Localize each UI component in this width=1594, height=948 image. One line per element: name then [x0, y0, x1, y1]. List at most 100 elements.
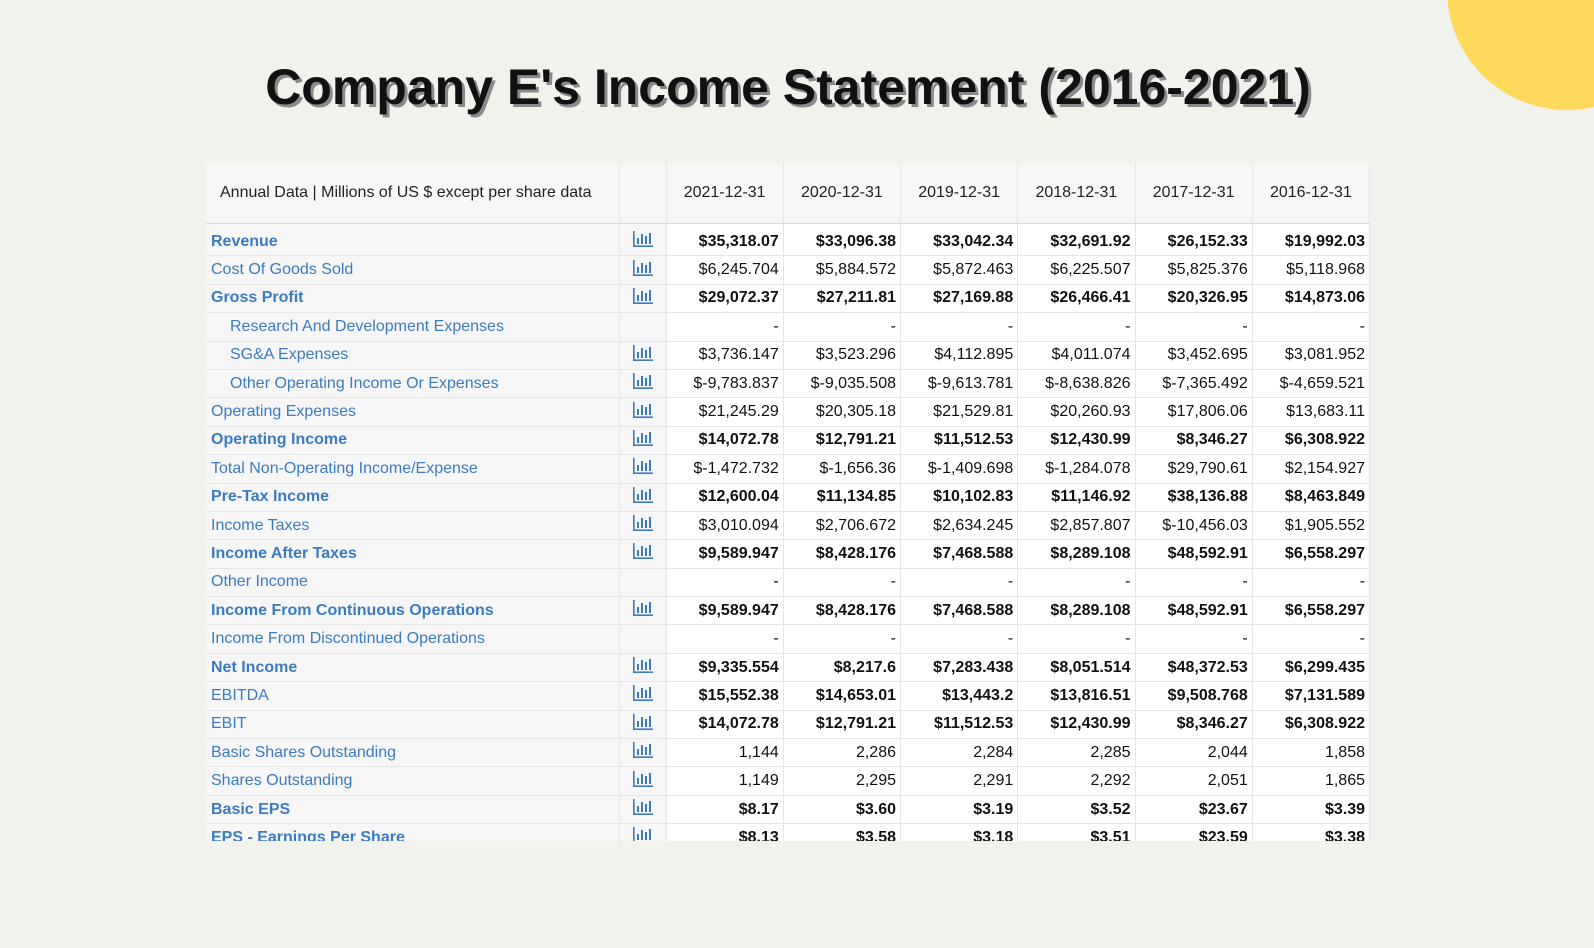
value-cell: $13,443.2	[900, 681, 1019, 711]
value-cell: 2,284	[900, 738, 1019, 768]
value-cell: $27,169.88	[900, 284, 1019, 314]
value-cell: $20,326.95	[1135, 284, 1253, 314]
icon-cell	[619, 426, 667, 456]
table-row: EBIT $14,072.78 $12,791.21 $11,512.53 $12,43…	[206, 710, 1370, 740]
row-label[interactable]: Basic EPS	[206, 795, 620, 825]
value-cell: $-1,409.698	[900, 454, 1019, 484]
row-label[interactable]: Income From Discontinued Operations	[206, 624, 620, 654]
chart-icon[interactable]	[632, 372, 654, 390]
chart-icon[interactable]	[632, 514, 654, 532]
value-cell: $29,790.61	[1135, 454, 1253, 484]
table-row: Other Income - - - - - -	[206, 568, 1370, 598]
value-cell: -	[666, 312, 784, 342]
row-label[interactable]: Income After Taxes	[206, 539, 620, 569]
row-label[interactable]: Cost Of Goods Sold	[206, 255, 620, 285]
value-cell: $-9,783.837	[666, 369, 784, 399]
chart-icon[interactable]	[632, 741, 654, 759]
column-header: 2018-12-31	[1017, 163, 1136, 224]
chart-icon[interactable]	[632, 287, 654, 305]
chart-icon[interactable]	[632, 457, 654, 475]
value-cell: $26,152.33	[1135, 223, 1253, 257]
value-cell: 2,295	[783, 766, 902, 796]
value-cell: $-7,365.492	[1135, 369, 1253, 399]
column-header: 2016-12-31	[1252, 163, 1370, 224]
value-cell: $17,806.06	[1135, 397, 1253, 427]
value-cell: $3,523.296	[783, 341, 902, 370]
value-cell: $14,653.01	[783, 681, 902, 711]
value-cell: 2,044	[1135, 738, 1253, 768]
icon-cell	[619, 284, 667, 314]
chart-icon[interactable]	[632, 798, 654, 816]
chart-icon[interactable]	[632, 542, 654, 560]
row-label[interactable]: Basic Shares Outstanding	[206, 738, 620, 768]
value-cell: $20,260.93	[1017, 397, 1136, 427]
value-cell: $3.38	[1252, 823, 1370, 841]
row-label[interactable]: Other Income	[206, 568, 620, 598]
chart-icon[interactable]	[632, 344, 654, 362]
chart-icon[interactable]	[632, 656, 654, 674]
table-row: Research And Development Expenses - - - - - -	[206, 312, 1370, 342]
table-row: Income From Continuous Operations $9,589.…	[206, 596, 1370, 626]
value-cell: $6,558.297	[1252, 596, 1370, 626]
chart-icon[interactable]	[632, 259, 654, 277]
row-label[interactable]: Revenue	[206, 223, 620, 257]
row-label[interactable]: EBITDA	[206, 681, 620, 711]
chart-icon[interactable]	[632, 599, 654, 617]
chart-icon[interactable]	[632, 713, 654, 731]
value-cell: 1,149	[666, 766, 784, 796]
row-label[interactable]: Shares Outstanding	[206, 766, 620, 796]
value-cell: $29,072.37	[666, 284, 784, 314]
row-label[interactable]: Operating Expenses	[206, 397, 620, 427]
icon-cell	[619, 483, 667, 512]
chart-icon[interactable]	[632, 826, 654, 841]
value-cell: 1,144	[666, 738, 784, 768]
row-label[interactable]: Other Operating Income Or Expenses	[206, 369, 620, 399]
table-row: Operating Income $14,072.78 $12,791.21 $11,…	[206, 426, 1370, 456]
value-cell: $12,791.21	[783, 710, 902, 740]
value-cell: $21,529.81	[900, 397, 1019, 427]
value-cell: $9,589.947	[666, 596, 784, 626]
value-cell: $11,512.53	[900, 426, 1019, 456]
row-label[interactable]: EBIT	[206, 710, 620, 740]
value-cell: $48,592.91	[1135, 596, 1253, 626]
chart-icon[interactable]	[632, 684, 654, 702]
chart-icon[interactable]	[632, 770, 654, 788]
chart-icon[interactable]	[632, 401, 654, 419]
value-cell: $19,992.03	[1252, 223, 1370, 257]
value-cell: $8,289.108	[1017, 539, 1136, 569]
icon-cell	[619, 681, 667, 711]
value-cell: $6,308.922	[1252, 426, 1370, 456]
value-cell: $2,154.927	[1252, 454, 1370, 484]
value-cell: $11,512.53	[900, 710, 1019, 740]
row-label[interactable]: Pre-Tax Income	[206, 483, 620, 512]
column-header: 2019-12-31	[900, 163, 1019, 224]
icon-cell	[619, 624, 667, 654]
row-label[interactable]: Operating Income	[206, 426, 620, 456]
value-cell: $-1,472.732	[666, 454, 784, 484]
chart-icon[interactable]	[632, 486, 654, 504]
icon-cell	[619, 596, 667, 626]
table-row: EPS - Earnings Per Share $8.13 $3.58 $3.18 $…	[206, 823, 1370, 841]
row-label[interactable]: EPS - Earnings Per Share	[206, 823, 620, 841]
table-row: Cost Of Goods Sold $6,245.704 $5,884.572 $5…	[206, 255, 1370, 285]
value-cell: -	[900, 624, 1019, 654]
row-label[interactable]: Gross Profit	[206, 284, 620, 314]
chart-icon[interactable]	[632, 230, 654, 248]
value-cell: $-8,638.826	[1017, 369, 1136, 399]
chart-icon[interactable]	[632, 429, 654, 447]
value-cell: $35,318.07	[666, 223, 784, 257]
value-cell: $6,558.297	[1252, 539, 1370, 569]
row-label[interactable]: Research And Development Expenses	[206, 312, 620, 342]
row-label[interactable]: Income From Continuous Operations	[206, 596, 620, 626]
icon-cell	[619, 369, 667, 399]
row-label[interactable]: Total Non-Operating Income/Expense	[206, 454, 620, 484]
row-label[interactable]: SG&A Expenses	[206, 341, 620, 370]
table-row: EBITDA $15,552.38 $14,653.01 $13,443.2 $13,8…	[206, 681, 1370, 711]
row-label[interactable]: Net Income	[206, 653, 620, 683]
value-cell: -	[783, 312, 902, 342]
corner-header: Annual Data | Millions of US $ except pe…	[206, 163, 620, 224]
row-label[interactable]: Income Taxes	[206, 511, 620, 541]
value-cell: $3.52	[1017, 795, 1136, 825]
